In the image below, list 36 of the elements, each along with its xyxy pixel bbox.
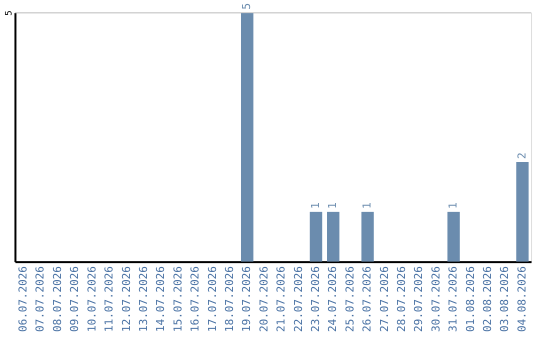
x-tick-label: 10.07.2026 <box>85 266 98 332</box>
x-tick-label: 11.07.2026 <box>102 266 116 332</box>
x-tick-label: 25.07.2026 <box>343 266 356 332</box>
x-tick-label: 03.08.2026 <box>498 266 512 332</box>
x-tick-label: 14.07.2026 <box>154 266 168 332</box>
x-tick-label: 02.08.2026 <box>481 266 494 332</box>
x-tick-label: 18.07.2026 <box>222 266 236 332</box>
x-tick-label: 30.07.2026 <box>429 266 442 332</box>
x-tick-label: 28.07.2026 <box>395 266 408 332</box>
data-label: 2 <box>515 152 528 160</box>
x-tick-label: 22.07.2026 <box>292 266 305 332</box>
x-tick-label: 23.07.2026 <box>308 266 322 332</box>
x-tick-label: 31.07.2026 <box>446 266 460 332</box>
x-tick-label: 21.07.2026 <box>274 266 288 332</box>
data-label: 5 <box>240 2 254 10</box>
data-label: 1 <box>308 202 322 209</box>
data-label: 1 <box>446 202 460 209</box>
x-tick-label: 09.07.2026 <box>68 266 82 332</box>
x-tick-label: 04.08.2026 <box>515 266 528 332</box>
x-tick-label: 26.07.2026 <box>360 266 374 332</box>
x-tick-label: 13.07.2026 <box>136 266 150 332</box>
x-tick-label: 12.07.2026 <box>120 266 133 332</box>
x-tick-label: 27.07.2026 <box>378 266 391 332</box>
x-tick-label: 01.08.2026 <box>464 266 477 332</box>
x-tick-label: 15.07.2026 <box>171 266 184 332</box>
x-tick-label: 06.07.2026 <box>16 266 30 332</box>
x-tick-label: 19.07.2026 <box>240 266 254 332</box>
x-tick-label: 07.07.2026 <box>34 266 47 332</box>
data-label: 1 <box>326 202 340 209</box>
x-tick-label: 16.07.2026 <box>188 266 202 332</box>
x-tick-label: 20.07.2026 <box>257 266 270 332</box>
x-tick-label: 17.07.2026 <box>206 266 219 332</box>
x-tick-label: 24.07.2026 <box>326 266 340 332</box>
x-tick-label: 08.07.2026 <box>50 266 64 332</box>
x-tick-label: 29.07.2026 <box>412 266 426 332</box>
data-label: 1 <box>360 202 374 209</box>
